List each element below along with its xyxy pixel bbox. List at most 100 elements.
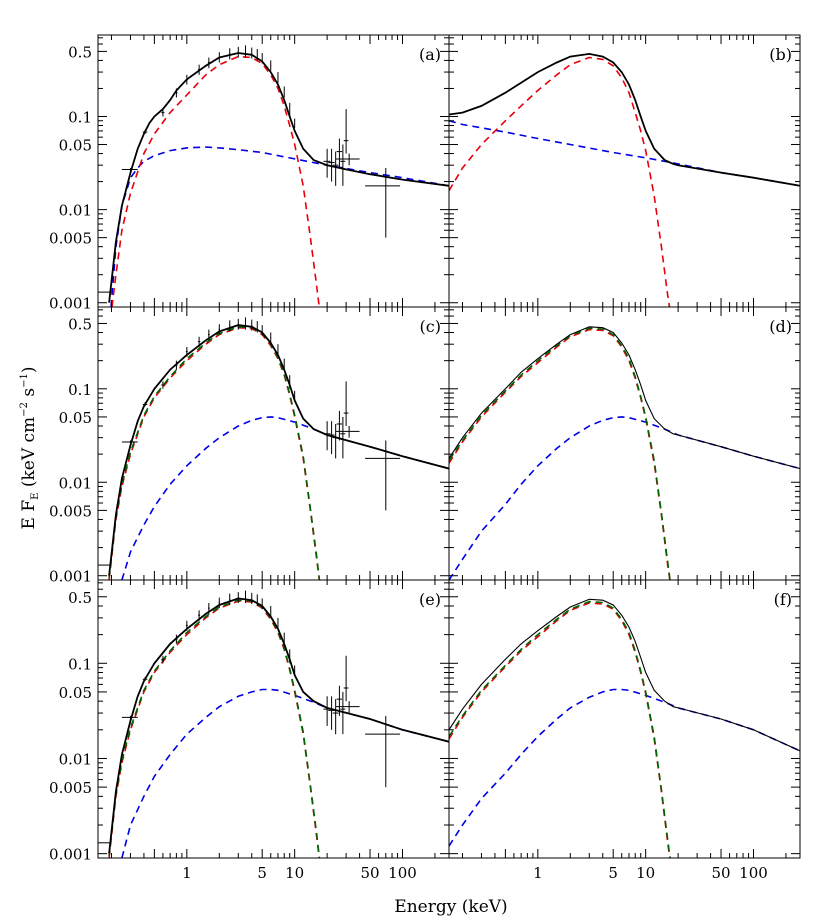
data-point <box>229 320 231 332</box>
panel-c: 0.5 0.1 0.05 0.01 0.005 0.001 (c) <box>49 306 450 586</box>
data-point <box>270 605 272 617</box>
data-point <box>161 109 165 117</box>
data-point <box>251 592 253 604</box>
y-tick-label: 0.05 <box>59 684 92 702</box>
data-point <box>161 381 165 389</box>
plot-area <box>98 317 449 580</box>
plot-area <box>449 326 800 580</box>
data-point <box>261 325 263 336</box>
data-point <box>277 617 279 629</box>
data-point <box>335 425 360 438</box>
total-curve <box>449 598 800 752</box>
data-point <box>336 685 343 716</box>
y-tick-label: 0.05 <box>59 409 92 427</box>
data-point <box>218 324 220 335</box>
data-point <box>332 424 339 459</box>
disk-curve <box>449 328 671 580</box>
data-point <box>270 332 272 343</box>
data-point <box>323 421 331 451</box>
y-tick-label: 0.005 <box>49 230 92 248</box>
x-tick-label: 5 <box>608 864 618 882</box>
data-point <box>340 144 346 186</box>
data-point <box>289 102 291 117</box>
x-tick-label: 5 <box>257 864 267 882</box>
panel-letter: (a) <box>419 45 441 64</box>
x-axis-label: Energy (keV) <box>394 897 507 917</box>
data-point <box>237 592 239 603</box>
y-tick-label: 0.001 <box>49 846 92 864</box>
data-point <box>289 649 291 664</box>
panel-e: 0.5 0.1 0.05 0.01 0.005 0.001 1 5 10 50 100 (e) <box>49 579 450 882</box>
data-point <box>121 715 138 719</box>
data-point <box>229 593 231 605</box>
data-point <box>198 610 201 621</box>
data-point <box>328 148 335 182</box>
plot-area <box>98 45 449 307</box>
y-tick-label: 0.005 <box>49 779 92 797</box>
data-point <box>340 416 346 459</box>
disk-curve <box>111 55 321 307</box>
data-point <box>332 151 339 186</box>
panel-letter: (f) <box>774 590 792 609</box>
data-point <box>142 402 148 407</box>
data-point <box>336 410 343 441</box>
data-point <box>185 346 188 357</box>
data-point <box>237 318 239 330</box>
data-point <box>289 375 291 389</box>
data-point <box>277 344 279 355</box>
powerlaw-curve <box>121 416 449 580</box>
y-tick-label: 0.1 <box>68 655 92 673</box>
data-point <box>323 696 331 726</box>
data-point <box>185 620 188 631</box>
green-curve <box>449 600 671 858</box>
green-curve <box>108 325 321 580</box>
y-tick-label: 0.5 <box>68 315 92 333</box>
data-point <box>256 49 258 61</box>
data-point <box>365 167 401 238</box>
x-tick-label: 50 <box>360 864 379 882</box>
y-tick-label: 0.005 <box>49 502 92 520</box>
x-tick-label: 100 <box>739 864 768 882</box>
panel-letter: (b) <box>769 45 792 64</box>
y-axis-label: E FE (keV cm−2 s−1) <box>19 367 41 530</box>
data-point <box>365 715 401 788</box>
data-point <box>198 336 201 347</box>
data-point <box>245 590 247 603</box>
disk-curve <box>108 326 321 580</box>
data-point <box>198 64 201 75</box>
data-point <box>343 381 349 426</box>
data-point <box>365 440 401 511</box>
total-curve <box>449 326 800 470</box>
total-curve <box>108 324 449 576</box>
data-point <box>229 48 231 60</box>
data-point <box>335 701 360 714</box>
data-point <box>277 72 279 83</box>
green-curve <box>449 327 671 580</box>
x-tick-label: 10 <box>285 864 304 882</box>
data-point <box>328 696 335 730</box>
data-point <box>283 632 285 644</box>
data-point <box>175 88 178 98</box>
data-point <box>261 53 263 64</box>
data-point <box>142 676 148 682</box>
data-point <box>256 594 258 606</box>
total-curve <box>449 52 800 187</box>
data-point <box>343 655 349 702</box>
data-point <box>323 148 331 178</box>
data-point <box>328 421 335 455</box>
y-tick-label: 0.001 <box>49 295 92 313</box>
y-tick-label: 0.01 <box>59 202 92 220</box>
panel-letter: (e) <box>419 590 441 609</box>
data-point <box>332 699 339 735</box>
panel-a: 0.5 0.1 0.05 0.01 0.005 0.001 (a) <box>49 34 450 313</box>
plot-area <box>449 598 800 858</box>
x-tick-label: 10 <box>636 864 655 882</box>
data-point <box>142 129 148 134</box>
y-tick-label: 0.001 <box>49 568 92 586</box>
data-point <box>335 153 360 166</box>
powerlaw-curve <box>449 416 800 580</box>
y-tick-label: 0.5 <box>68 589 92 607</box>
y-tick-label: 0.1 <box>68 108 92 126</box>
x-tick-label: 1 <box>182 864 192 882</box>
